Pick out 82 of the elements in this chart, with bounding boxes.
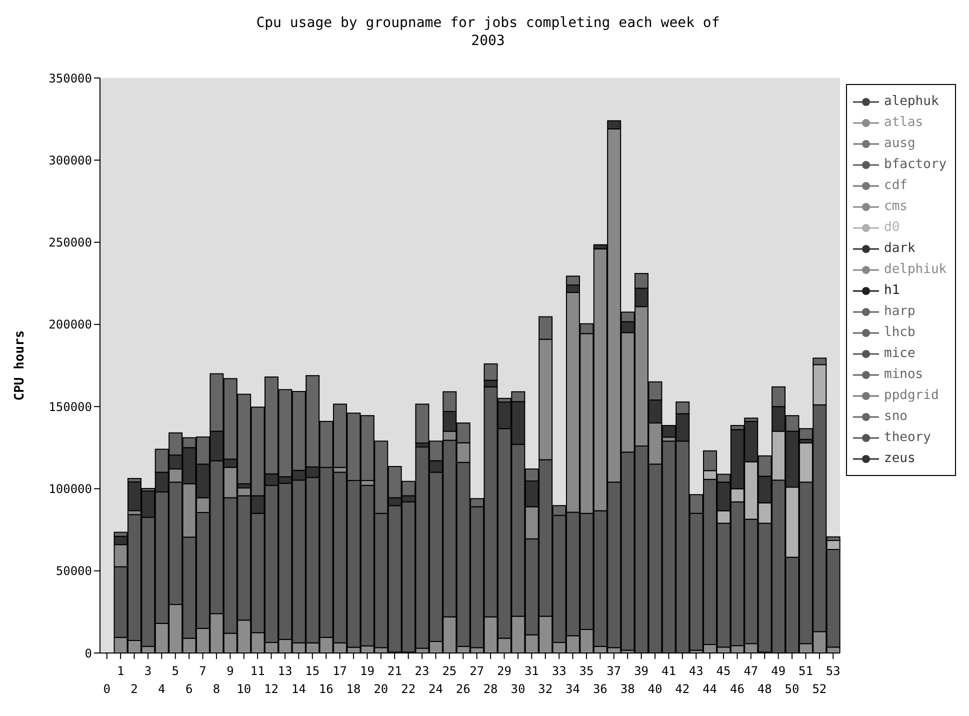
x-tick-label: 27 — [470, 664, 484, 678]
x-tick-label: 45 — [716, 664, 731, 678]
x-tick-label: 2 — [130, 682, 138, 696]
x-tick-label: 5 — [172, 664, 179, 678]
chart-title: Cpu usage by groupname for jobs completing each week of 2003 — [255, 14, 721, 50]
legend-label: ppdgrid — [884, 388, 939, 403]
x-tick-label: 36 — [592, 682, 608, 696]
x-tick-label: 19 — [360, 664, 374, 678]
x-tick-label: 16 — [318, 682, 334, 696]
y-tick-label: 300000 — [48, 153, 92, 168]
x-tick-label: 25 — [442, 664, 457, 678]
x-tick-label: 6 — [185, 682, 193, 696]
y-axis-title: CPU hours — [12, 330, 28, 401]
x-tick-label: 24 — [428, 682, 443, 696]
legend-label: atlas — [884, 115, 924, 130]
x-tick-label: 23 — [414, 664, 430, 678]
legend-label: harp — [884, 304, 916, 319]
x-tick-label: 8 — [212, 682, 220, 696]
x-tick-label: 47 — [744, 664, 758, 678]
x-tick-label: 21 — [387, 664, 402, 678]
x-tick-label: 46 — [730, 682, 744, 696]
y-tick-label: 200000 — [48, 318, 92, 332]
x-tick-label: 33 — [552, 664, 566, 678]
x-tick-label: 40 — [648, 682, 662, 696]
y-tick-label: 350000 — [48, 71, 92, 86]
x-tick-label: 26 — [456, 682, 470, 696]
legend-label: mice — [884, 346, 916, 361]
y-tick-label: 150000 — [48, 400, 92, 414]
x-tick-label: 15 — [305, 664, 320, 678]
legend-label: dark — [884, 241, 916, 256]
x-tick-label: 13 — [278, 664, 292, 678]
legend-label: lhcb — [884, 325, 916, 340]
x-tick-label: 17 — [332, 664, 348, 678]
x-tick-label: 1 — [116, 664, 124, 678]
x-tick-label: 31 — [524, 664, 539, 678]
x-tick-label: 42 — [675, 682, 690, 696]
legend-label: theory — [884, 430, 931, 445]
y-tick-label: 250000 — [48, 236, 92, 250]
x-tick-label: 3 — [144, 664, 152, 678]
x-tick-label: 53 — [826, 664, 840, 678]
legend-label: sno — [884, 409, 908, 424]
legend-label: alephuk — [884, 94, 939, 109]
x-tick-label: 37 — [606, 664, 622, 678]
x-tick-label: 22 — [401, 682, 416, 696]
x-tick-label: 28 — [483, 682, 498, 696]
x-tick-label: 35 — [579, 664, 594, 678]
legend-label: d0 — [884, 220, 900, 235]
x-tick-label: 29 — [497, 664, 512, 678]
x-tick-label: 4 — [158, 682, 166, 696]
legend-label: zeus — [884, 451, 916, 466]
x-tick-label: 12 — [264, 682, 279, 696]
y-tick-label: 50000 — [56, 564, 92, 578]
x-tick-label: 0 — [103, 682, 110, 696]
x-tick-label: 41 — [661, 664, 676, 678]
x-tick-label: 49 — [771, 664, 786, 678]
x-tick-label: 7 — [199, 664, 206, 678]
legend-label: h1 — [884, 283, 900, 298]
x-tick-label: 51 — [798, 664, 813, 678]
x-tick-label: 52 — [812, 682, 827, 696]
x-tick-label: 39 — [634, 664, 649, 678]
legend-label: bfactory — [884, 157, 947, 172]
x-tick-label: 44 — [702, 682, 718, 696]
x-tick-label: 30 — [510, 682, 526, 696]
legend-label: ausg — [884, 136, 916, 151]
x-tick-label: 43 — [688, 664, 704, 678]
x-tick-label: 18 — [346, 682, 361, 696]
x-tick-label: 9 — [226, 664, 234, 678]
x-tick-label: 20 — [374, 682, 388, 696]
y-tick-label: 0 — [84, 646, 92, 660]
x-tick-label: 34 — [566, 682, 580, 696]
y-tick-label: 100000 — [48, 482, 92, 496]
legend-label: cdf — [884, 178, 908, 193]
x-tick-label: 14 — [291, 682, 306, 696]
x-tick-label: 50 — [784, 682, 800, 696]
x-tick-label: 11 — [250, 664, 265, 678]
x-tick-label: 38 — [620, 682, 635, 696]
legend-label: cms — [884, 199, 908, 214]
x-tick-label: 32 — [538, 682, 553, 696]
legend-label: minos — [884, 367, 924, 382]
legend-label: delphiuk — [884, 262, 947, 277]
x-tick-label: 48 — [757, 682, 772, 696]
x-tick-label: 10 — [236, 682, 252, 696]
